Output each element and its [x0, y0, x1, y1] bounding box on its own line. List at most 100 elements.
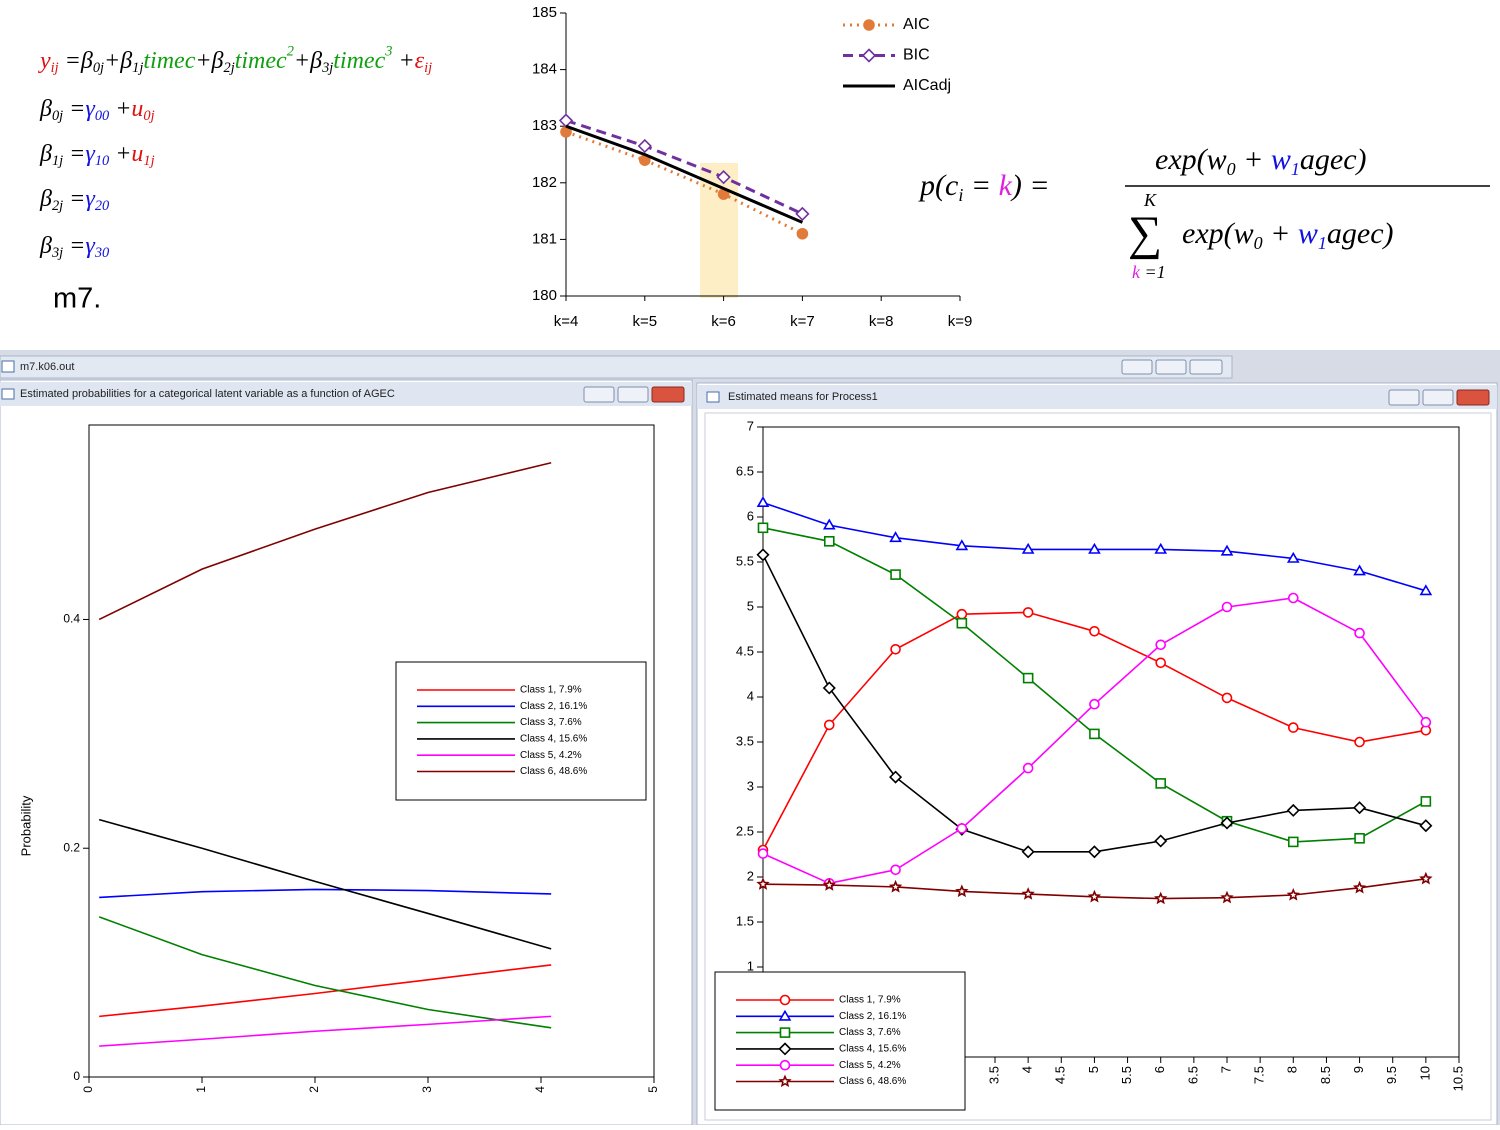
y-tick-label: 183 [532, 117, 557, 134]
x-tick-label: 5.5 [1119, 1066, 1134, 1084]
series-line [565, 119, 804, 216]
marker [956, 823, 968, 834]
y-axis-label: Probability [18, 795, 33, 856]
formula-part: +β [294, 48, 322, 74]
marker [1221, 601, 1233, 613]
series-line [98, 818, 552, 950]
y-tick-label: 0 [73, 1069, 80, 1083]
close-button[interactable] [1456, 389, 1490, 406]
marker [861, 48, 877, 63]
marker [1022, 672, 1034, 684]
formula-part: ij [424, 60, 432, 76]
formula-part: ij [51, 60, 59, 76]
close-button[interactable] [651, 386, 685, 403]
legend-label: Class 3, 7.6% [520, 717, 582, 728]
equation: β1j =γ10 +u1j [39, 141, 155, 170]
minimize-button[interactable] [1121, 359, 1153, 375]
formula-part: exp(w [1182, 217, 1254, 250]
formula-part: 1 [1291, 159, 1300, 179]
formula-part: timec [333, 48, 385, 74]
close-button[interactable] [1189, 359, 1223, 375]
restore-button[interactable] [1155, 359, 1187, 375]
marker [1154, 834, 1168, 848]
formula-part: y [38, 48, 51, 74]
formula-part: 10 [95, 153, 110, 169]
formula-part: β [39, 96, 52, 122]
marker [1220, 816, 1234, 830]
legend-label: AIC [903, 16, 930, 33]
marker [716, 170, 731, 185]
main-window-buttons[interactable] [1121, 359, 1223, 375]
formula-part: γ [85, 141, 95, 167]
formula-part: 2 [287, 44, 294, 60]
series-line [565, 130, 804, 236]
y-tick-label: 6 [747, 508, 754, 523]
x-tick-label: 5 [1086, 1066, 1101, 1073]
right-title-bar [697, 385, 1497, 409]
y-tick-label: 2 [747, 868, 754, 883]
marker [778, 1074, 792, 1088]
marker [1286, 803, 1300, 817]
marker [1220, 544, 1234, 556]
formula-part: 0j [93, 60, 104, 76]
marker [1419, 819, 1433, 833]
formula-part: β [39, 186, 52, 212]
formula-part: timec [235, 48, 287, 74]
plot-frame [88, 424, 655, 1078]
formula-part: + [1236, 143, 1271, 176]
left-window-buttons[interactable] [583, 386, 685, 403]
formula-part: 3 [384, 44, 392, 60]
marker [757, 848, 769, 859]
x-tick-label: 3 [420, 1086, 434, 1093]
marker [1353, 564, 1366, 576]
marker [795, 206, 810, 222]
equation: β2j =γ20 [39, 186, 110, 215]
formula-part: + [1263, 217, 1298, 250]
minimize-button[interactable] [1388, 389, 1420, 406]
marker [558, 113, 574, 128]
marker [779, 1059, 791, 1071]
x-tick-label: 0 [81, 1086, 95, 1093]
restore-button[interactable] [1422, 389, 1454, 406]
legend-label: Class 4, 15.6% [839, 1044, 906, 1055]
formula-denominator: exp(w0 + w1agec) [1182, 217, 1394, 253]
marker [1286, 551, 1300, 563]
right-window-buttons[interactable] [1388, 389, 1490, 406]
x-tick-label: 9.5 [1384, 1066, 1399, 1084]
formula-part: γ [85, 233, 95, 259]
marker [778, 1009, 792, 1021]
marker [1420, 796, 1432, 807]
minimize-button[interactable] [583, 386, 615, 403]
formula-part: 2j [224, 60, 235, 76]
marker [1419, 584, 1433, 596]
formula-part: 2j [52, 198, 63, 214]
equation: β0j =γ00 +u0j [39, 96, 155, 125]
formula-part: 1j [52, 153, 63, 169]
restore-button[interactable] [617, 386, 649, 403]
formula-part: γ [85, 186, 95, 212]
marker [637, 138, 652, 154]
marker [888, 879, 903, 893]
marker [1220, 890, 1234, 904]
formula-part: + [109, 96, 131, 122]
left-title-bar [0, 382, 692, 406]
marker [1021, 542, 1035, 554]
formula-part: = [63, 141, 85, 167]
x-tick-label: 8.5 [1318, 1066, 1333, 1084]
x-tick-label: 4.5 [1053, 1066, 1068, 1084]
formula-part: k [999, 169, 1013, 202]
formula-part: =1 [1140, 262, 1166, 282]
formula-part: agec) [1300, 143, 1367, 176]
y-tick-label: 5.5 [736, 553, 754, 568]
y-tick-label: 180 [532, 287, 557, 304]
y-tick-label: 7 [747, 418, 754, 433]
marker [956, 617, 968, 629]
y-tick-label: 6.5 [736, 463, 754, 478]
formula-part: 00 [95, 108, 110, 124]
marker [796, 227, 809, 240]
formula-part: ) = [1010, 169, 1050, 202]
y-tick-label: 0.2 [63, 840, 80, 854]
marker [1089, 728, 1100, 740]
marker [1089, 698, 1100, 710]
y-tick-label: 1.5 [736, 913, 754, 928]
